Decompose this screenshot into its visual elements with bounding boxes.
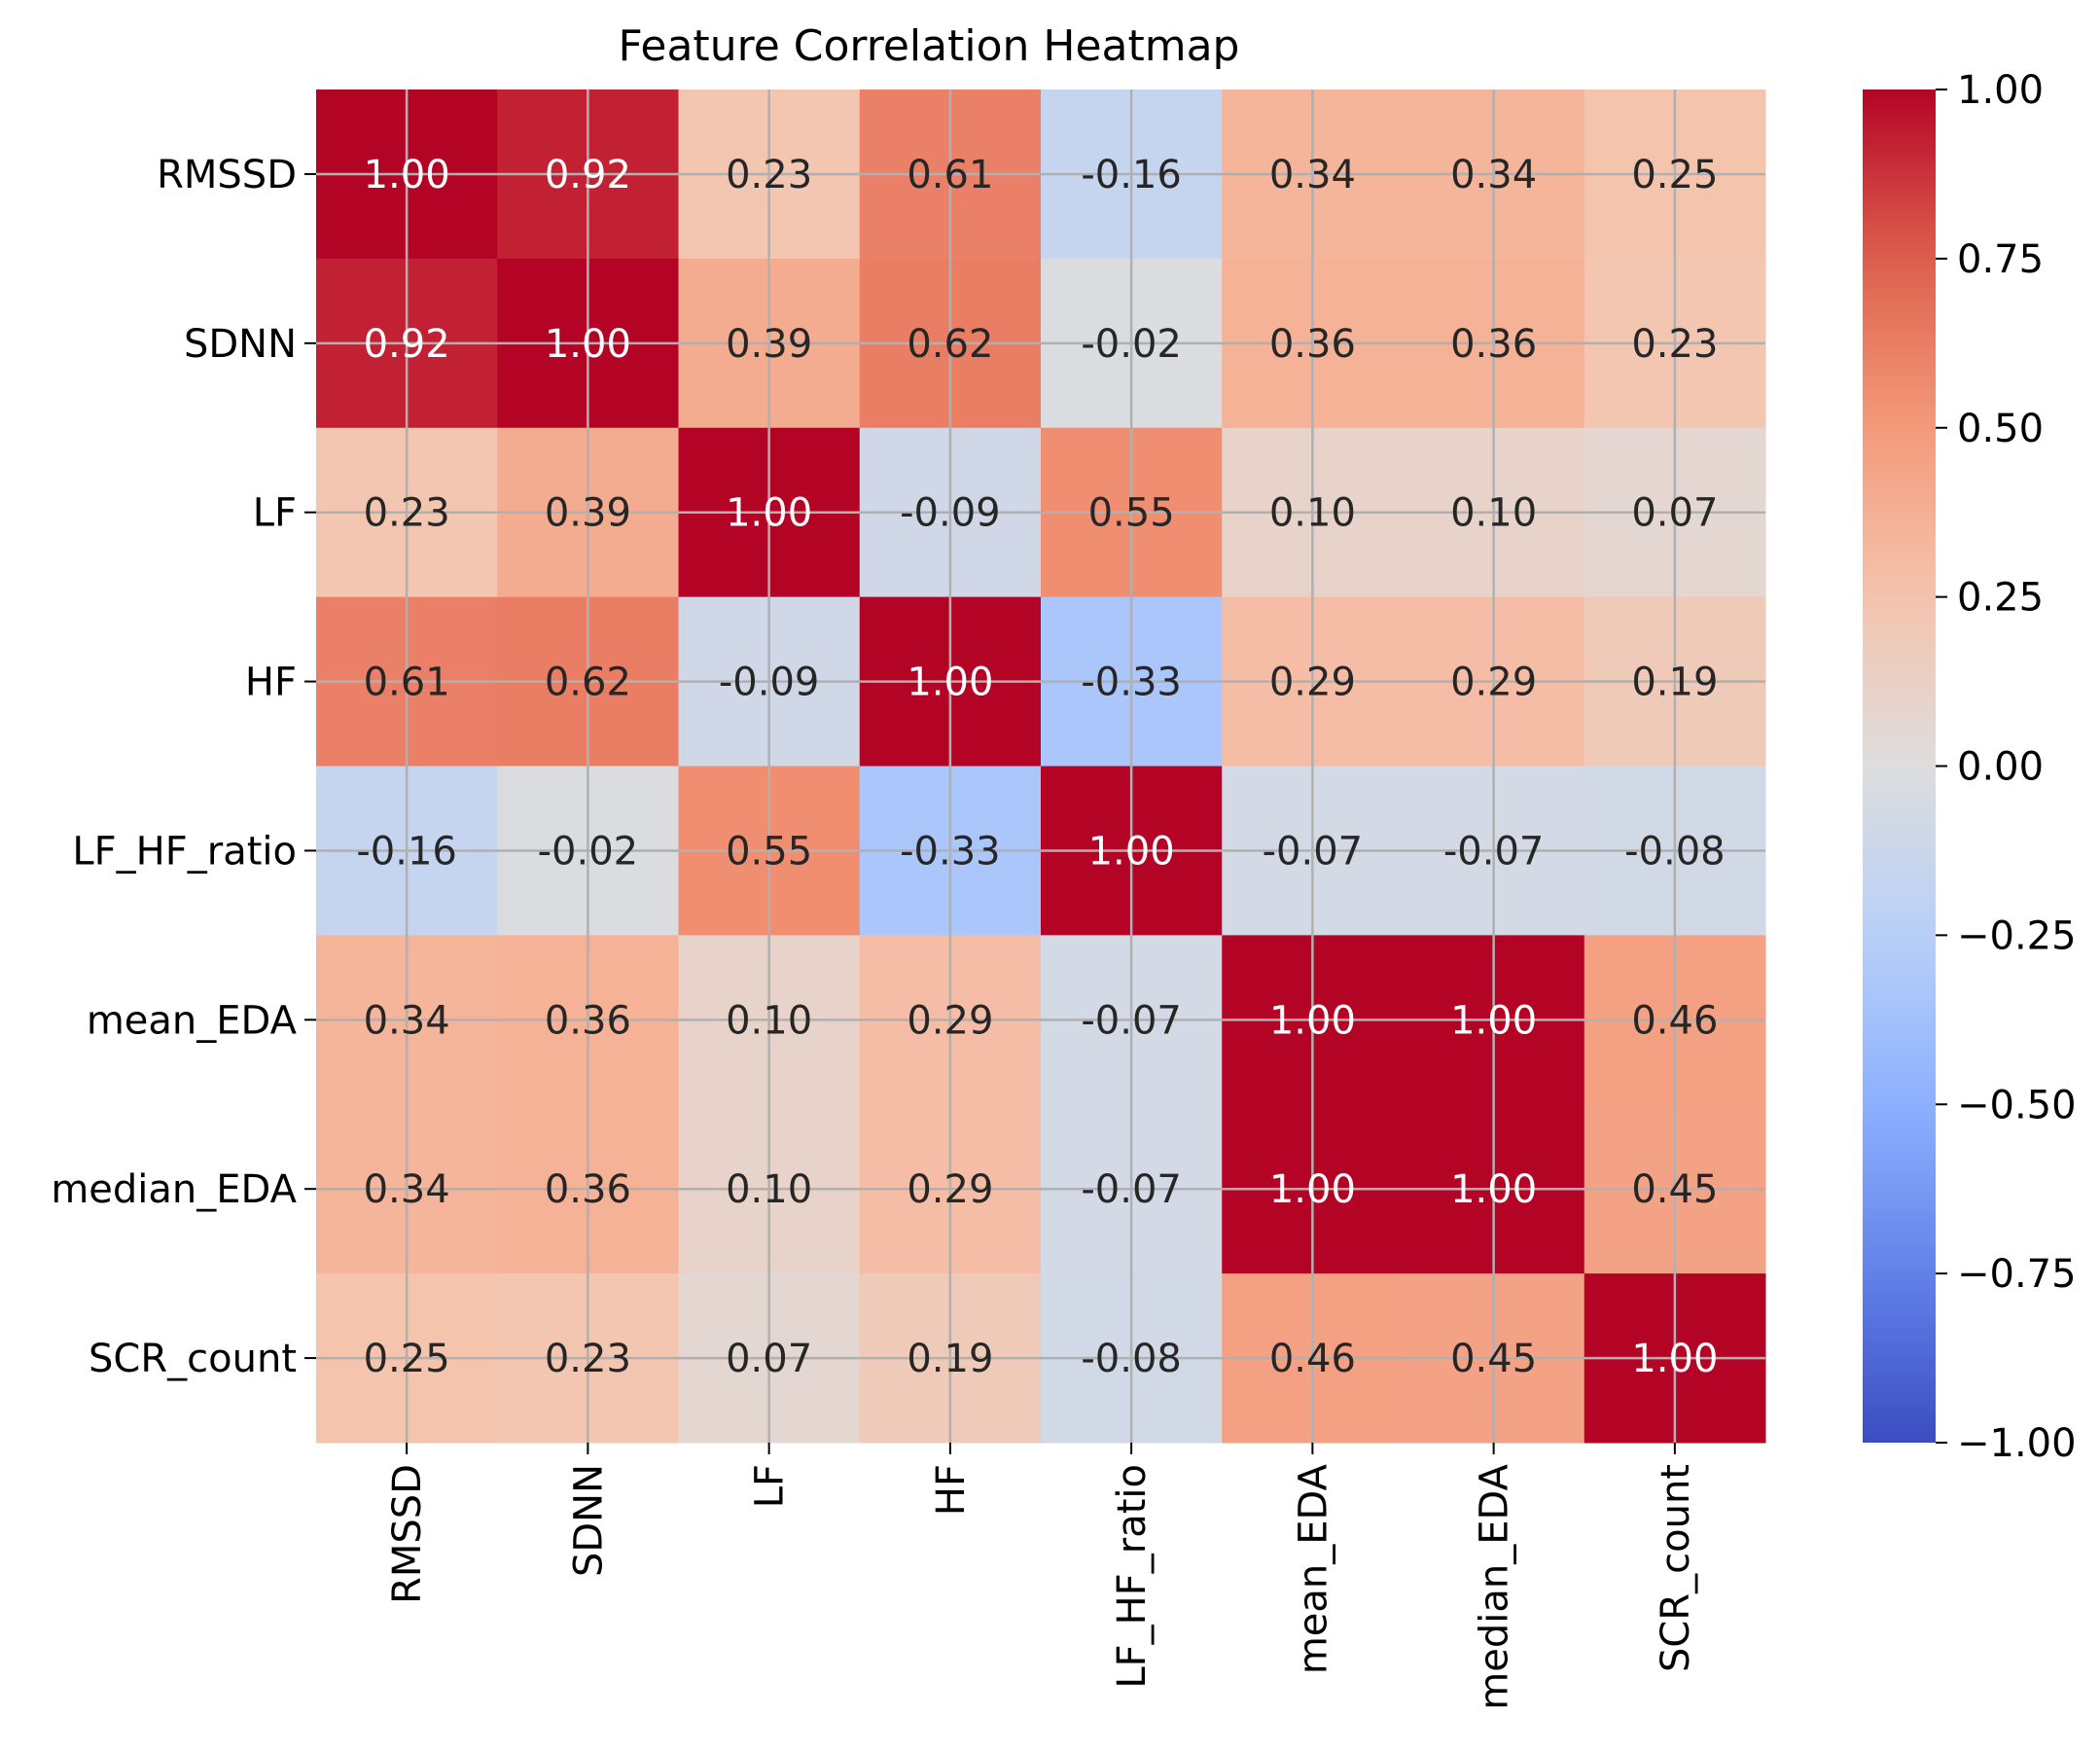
cell-value-label: 0.10 [1269,491,1356,536]
y-tick-label: SCR_count [89,1337,297,1381]
colorbar-tick-label: −0.25 [1957,913,2077,958]
cell-value-label: -0.07 [1081,1167,1182,1212]
y-axis: RMSSD SDNN LF HF LF_HF_ratio mean_EDA median_E… [51,153,316,1381]
cell-value-label: 0.36 [545,1167,631,1212]
cell-value-label: 0.25 [1631,153,1718,197]
cell-value-label: -0.07 [1443,829,1545,874]
x-axis: RMSSD SDNN LF HF LF_HF_ratio mean_EDA median_E… [385,1443,1698,1710]
cell-value-label: 0.29 [1269,661,1356,705]
x-tick-label: mean_EDA [1291,1463,1335,1674]
x-tick-label: median_EDA [1473,1463,1517,1709]
cell-value-label: 1.00 [545,322,631,367]
y-tick-label: mean_EDA [87,998,298,1043]
y-tick-label: LF [253,491,297,536]
cell-value-label: 0.29 [907,998,993,1043]
colorbar: 1.00 0.75 0.50 0.25 0.00 −0.25 −0.50 −0.75 −1.00 [1863,68,2077,1466]
cell-value-label: 0.29 [1450,661,1537,705]
cell-value-label: 0.07 [726,1337,812,1381]
cell-value-label: -0.16 [1081,153,1182,197]
y-tick-label: RMSSD [157,153,297,197]
x-tick-label: RMSSD [385,1464,430,1604]
cell-value-label: 1.00 [364,153,450,197]
cell-value-label: 0.25 [364,1337,450,1381]
cell-value-label: 0.36 [1450,322,1537,367]
cell-value-label: 0.34 [364,998,450,1043]
cell-value-label: 1.00 [1450,1167,1537,1212]
cell-value-label: 0.46 [1269,1337,1356,1381]
y-tick-label: HF [245,661,297,705]
cell-value-label: -0.33 [900,829,1001,874]
colorbar-gradient [1863,89,1936,1443]
cell-value-label: 0.19 [1631,661,1718,705]
grid-lines [316,89,1765,1443]
cell-value-label: 0.55 [726,829,812,874]
y-tick-label: LF_HF_ratio [72,829,297,874]
cell-value-label: 0.36 [545,998,631,1043]
heatmap-cells [316,89,1766,1444]
cell-value-label: 1.00 [1088,829,1175,874]
cell-value-label: -0.09 [719,661,820,705]
cell-value-label: -0.16 [356,829,457,874]
colorbar-tick-label: 0.75 [1957,237,2044,282]
cell-value-label: -0.02 [1081,322,1182,367]
cell-value-label: -0.08 [1081,1337,1182,1381]
cell-value-label: 0.34 [364,1167,450,1212]
colorbar-tick-label: 1.00 [1957,68,2044,113]
cell-value-label: 0.62 [907,322,993,367]
cell-value-label: -0.07 [1081,998,1182,1043]
y-tick-label: median_EDA [51,1167,297,1212]
cell-value-label: 0.23 [545,1337,631,1381]
cell-value-label: 1.00 [1269,998,1356,1043]
cell-value-label: 0.92 [364,322,450,367]
cell-value-label: -0.09 [900,491,1001,536]
cell-value-label: 0.10 [726,1167,812,1212]
cell-value-label: -0.02 [538,829,639,874]
colorbar-tick-label: −1.00 [1957,1421,2077,1466]
cell-value-label: 0.10 [726,998,812,1043]
colorbar-tick-label: 0.00 [1957,745,2044,790]
cell-value-label: 0.36 [1269,322,1356,367]
cell-value-label: 1.00 [1631,1337,1718,1381]
x-tick-label: LF_HF_ratio [1110,1464,1155,1689]
cell-value-label: 0.55 [1088,491,1175,536]
y-tick-label: SDNN [184,322,297,367]
cell-value-label: 0.19 [907,1337,993,1381]
cell-value-label: 0.45 [1631,1167,1718,1212]
cell-value-label: 0.10 [1450,491,1537,536]
x-tick-label: SCR_count [1654,1464,1698,1672]
cell-value-label: 1.00 [1269,1167,1356,1212]
cell-value-label: 0.34 [1269,153,1356,197]
chart-title: Feature Correlation Heatmap [619,21,1240,71]
colorbar-tick-label: 0.50 [1957,407,2044,451]
cell-value-label: 0.46 [1631,998,1718,1043]
cell-value-label: 0.39 [545,491,631,536]
cell-value-label: 0.23 [364,491,450,536]
colorbar-tick-label: −0.75 [1957,1252,2077,1297]
cell-value-label: 0.34 [1450,153,1537,197]
cell-value-label: 0.23 [1631,322,1718,367]
cell-value-label: 0.07 [1631,491,1718,536]
cell-value-label: 1.00 [907,661,993,705]
cell-value-label: -0.33 [1081,661,1182,705]
cell-value-label: 0.45 [1450,1337,1537,1381]
colorbar-tick-label: 0.25 [1957,576,2044,621]
cell-value-labels: 1.00 0.92 0.23 0.61 -0.16 0.34 0.34 0.25 0.92 1.0… [356,153,1725,1381]
x-tick-label: SDNN [566,1464,611,1577]
cell-value-label: 0.62 [545,661,631,705]
cell-value-label: -0.08 [1624,829,1726,874]
cell-value-label: 0.29 [907,1167,993,1212]
x-tick-label: HF [929,1464,974,1516]
cell-value-label: 0.92 [545,153,631,197]
cell-value-label: 1.00 [1450,998,1537,1043]
colorbar-tick-label: −0.50 [1957,1083,2077,1127]
cell-value-label: 0.61 [364,661,450,705]
cell-value-label: -0.07 [1263,829,1364,874]
cell-value-label: 1.00 [726,491,812,536]
cell-value-label: 0.39 [726,322,812,367]
x-tick-label: LF [748,1464,793,1508]
cell-value-label: 0.23 [726,153,812,197]
cell-value-label: 0.61 [907,153,993,197]
